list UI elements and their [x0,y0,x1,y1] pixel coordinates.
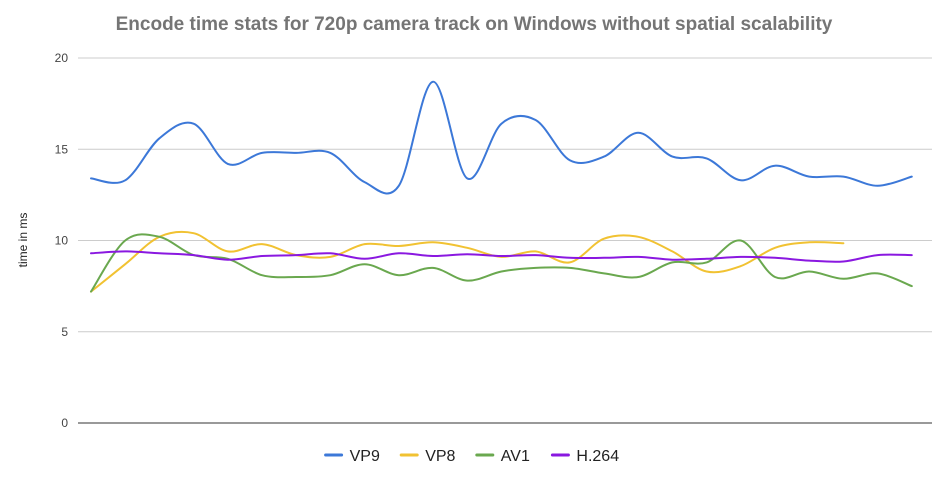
chart-title: Encode time stats for 720p camera track … [116,14,833,35]
y-axis-ticks: 0 5 10 15 20 [55,51,69,430]
legend-item-vp9: VP9 [324,448,380,465]
gridlines [78,57,932,333]
y-tick-label: 10 [55,234,69,248]
series-line-h264 [90,250,913,263]
legend-label: AV1 [501,448,530,465]
y-tick-label: 15 [55,142,69,156]
series-line-vp9 [90,80,913,195]
series-line-vp8 [90,230,845,293]
legend-label: VP9 [350,448,380,465]
series-line-av1 [90,233,913,293]
series-lines [90,80,913,293]
y-tick-label: 20 [55,51,69,65]
y-axis-label: time in ms [16,213,30,268]
y-tick-label: 5 [61,325,68,339]
legend-item-vp8: VP8 [399,448,456,465]
legend-item-h264: H.264 [550,448,619,465]
legend: VP9 VP8 AV1 H.264 [324,448,619,465]
legend-item-av1: AV1 [475,448,530,465]
legend-label: VP8 [425,448,455,465]
y-tick-label: 0 [61,416,68,430]
legend-label: H.264 [576,448,619,465]
